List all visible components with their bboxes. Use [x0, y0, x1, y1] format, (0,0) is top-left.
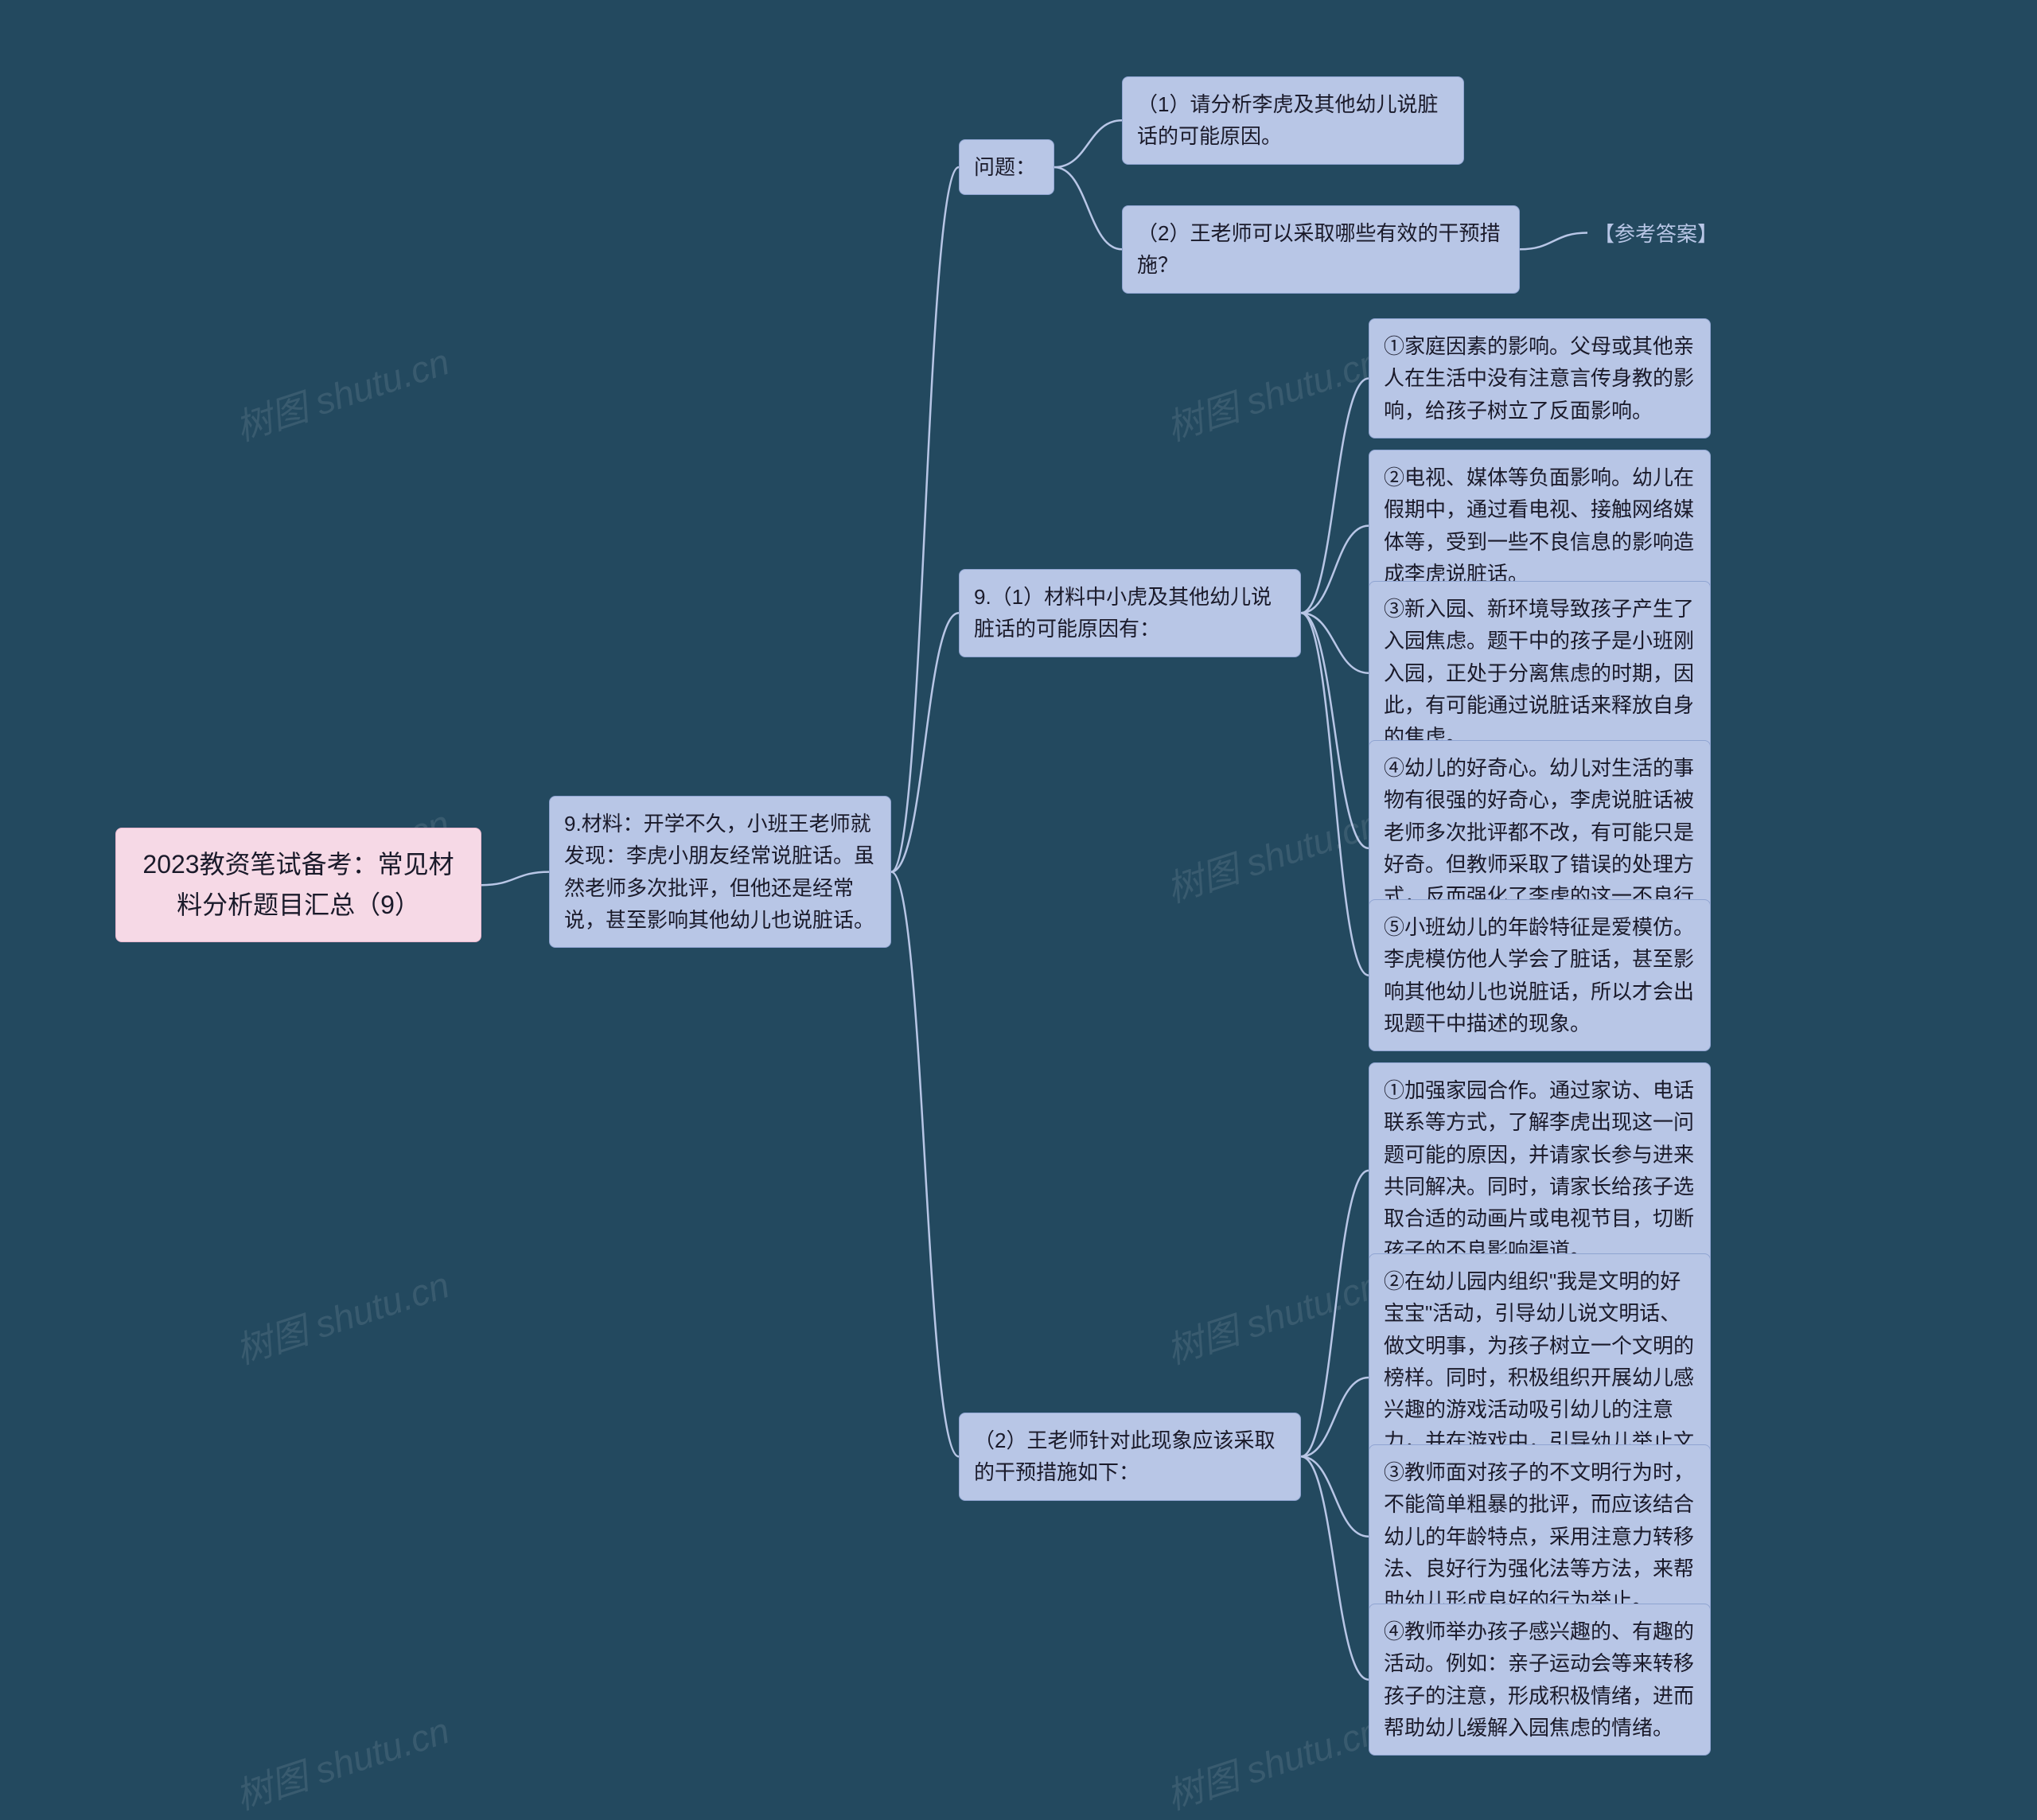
node-text: ④教师举办孩子感兴趣的、有趣的活动。例如：亲子运动会等来转移孩子的注意，形成积极… — [1384, 1619, 1694, 1740]
mindmap-canvas: 树图 shutu.cn 树图 shutu.cn 树图 shutu.cn 树图 shut… — [0, 0, 2037, 1820]
connector — [1054, 167, 1122, 249]
node-r3[interactable]: ③新入园、新环境导致孩子产生了入园焦虑。题干中的孩子是小班刚入园，正处于分离焦虑… — [1369, 581, 1711, 765]
connector — [1301, 526, 1369, 614]
node-text: （2）王老师针对此现象应该采取的干预措施如下： — [974, 1428, 1275, 1484]
connector — [891, 167, 959, 871]
connector — [1301, 613, 1369, 672]
watermark: 树图 shutu.cn — [1159, 1702, 1386, 1820]
node-m1[interactable]: ①加强家园合作。通过家访、电话联系等方式，了解李虎出现这一问题可能的原因，并请家… — [1369, 1062, 1711, 1279]
connector — [891, 613, 959, 871]
connector — [1301, 1456, 1369, 1536]
node-reasons[interactable]: 9.（1）材料中小虎及其他幼儿说脏话的可能原因有： — [959, 569, 1301, 657]
connector — [1301, 613, 1369, 975]
connector — [1301, 378, 1369, 613]
connector — [481, 872, 549, 886]
node-text: 【参考答案】 — [1594, 222, 1718, 246]
connector — [891, 872, 959, 1457]
node-text: （1）请分析李虎及其他幼儿说脏话的可能原因。 — [1137, 92, 1438, 148]
connector — [1301, 1456, 1369, 1679]
node-text: ①家庭因素的影响。父母或其他亲人在生活中没有注意言传身教的影响，给孩子树立了反面… — [1384, 334, 1694, 423]
watermark: 树图 shutu.cn — [228, 1702, 455, 1820]
node-material[interactable]: 9.材料：开学不久，小班王老师就发现：李虎小朋友经常说脏话。虽然老师多次批评，但… — [549, 796, 891, 948]
node-q2[interactable]: （2）王老师可以采取哪些有效的干预措施？ — [1122, 205, 1520, 294]
node-text: ③新入园、新环境导致孩子产生了入园焦虑。题干中的孩子是小班刚入园，正处于分离焦虑… — [1384, 597, 1694, 749]
node-questions[interactable]: 问题： — [959, 139, 1054, 195]
watermark: 树图 shutu.cn — [1159, 795, 1386, 914]
node-text: ①加强家园合作。通过家访、电话联系等方式，了解李虎出现这一问题可能的原因，并请家… — [1384, 1078, 1694, 1262]
node-q1[interactable]: （1）请分析李虎及其他幼儿说脏话的可能原因。 — [1122, 76, 1464, 165]
node-measures[interactable]: （2）王老师针对此现象应该采取的干预措施如下： — [959, 1413, 1301, 1501]
watermark: 树图 shutu.cn — [1159, 1257, 1386, 1375]
node-text: 2023教资笔试备考：常见材料分析题目汇总（9） — [142, 850, 454, 919]
node-r2[interactable]: ②电视、媒体等负面影响。幼儿在假期中，通过看电视、接触网络媒体等，受到一些不良信… — [1369, 450, 1711, 602]
watermark: 树图 shutu.cn — [228, 333, 455, 452]
connector — [1301, 1171, 1369, 1456]
connector — [1054, 120, 1122, 167]
node-root[interactable]: 2023教资笔试备考：常见材料分析题目汇总（9） — [115, 828, 481, 942]
node-text: （2）王老师可以采取哪些有效的干预措施？ — [1137, 221, 1500, 277]
node-r1[interactable]: ①家庭因素的影响。父母或其他亲人在生活中没有注意言传身教的影响，给孩子树立了反面… — [1369, 318, 1711, 438]
node-m4[interactable]: ④教师举办孩子感兴趣的、有趣的活动。例如：亲子运动会等来转移孩子的注意，形成积极… — [1369, 1604, 1711, 1756]
node-m3[interactable]: ③教师面对孩子的不文明行为时，不能简单粗暴的批评，而应该结合幼儿的年龄特点，采用… — [1369, 1444, 1711, 1628]
connector — [1520, 233, 1587, 250]
watermark: 树图 shutu.cn — [228, 1257, 455, 1375]
watermark: 树图 shutu.cn — [1159, 333, 1386, 452]
node-r5[interactable]: ⑤小班幼儿的年龄特征是爱模仿。李虎模仿他人学会了脏话，甚至影响其他幼儿也说脏话，… — [1369, 899, 1711, 1051]
node-text: 9.材料：开学不久，小班王老师就发现：李虎小朋友经常说脏话。虽然老师多次批评，但… — [564, 812, 874, 932]
node-answer_label[interactable]: 【参考答案】 — [1587, 215, 1724, 251]
connector — [1301, 613, 1369, 848]
connector — [1301, 1378, 1369, 1456]
node-text: ②电视、媒体等负面影响。幼儿在假期中，通过看电视、接触网络媒体等，受到一些不良信… — [1384, 466, 1694, 586]
node-text: 9.（1）材料中小虎及其他幼儿说脏话的可能原因有： — [974, 585, 1272, 641]
node-text: 问题： — [974, 155, 1036, 179]
node-text: ⑤小班幼儿的年龄特征是爱模仿。李虎模仿他人学会了脏话，甚至影响其他幼儿也说脏话，… — [1384, 915, 1694, 1035]
node-text: ③教师面对孩子的不文明行为时，不能简单粗暴的批评，而应该结合幼儿的年龄特点，采用… — [1384, 1460, 1694, 1612]
